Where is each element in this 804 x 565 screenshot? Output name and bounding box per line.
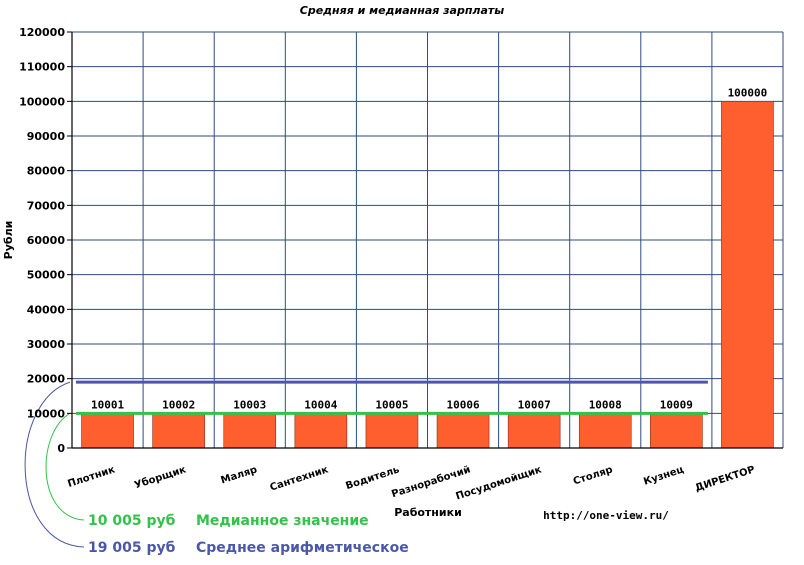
bar [578,413,632,449]
y-tick-label: 30000 [27,338,66,351]
reference-connector [24,381,85,548]
y-tick-label: 10000 [27,407,66,420]
y-tick-label: 20000 [27,373,66,386]
bar [436,413,490,449]
data-label: 10002 [162,398,195,411]
x-tick-label: ДИРЕКТОР [694,464,757,494]
data-label: 10008 [589,398,622,411]
chart-title: Средняя и медианная зарплаты [300,4,505,17]
reference-description: Медианное значение [196,513,369,529]
bar [721,101,774,449]
bar [81,413,134,449]
y-tick-label: 40000 [27,303,66,316]
reference-description: Среднее арифметическое [196,540,409,556]
y-tick-label: 80000 [27,165,66,178]
x-tick-label: Столяр [572,464,614,487]
bar [223,413,277,449]
data-label: 10007 [518,398,551,411]
bar [294,413,348,449]
grid-lines [71,31,784,449]
data-label: 10004 [304,398,337,411]
reference-lines [24,380,708,548]
reference-notes: 10 005 руб Медианное значение 19 005 руб Ср… [88,513,409,556]
y-tick-label: 50000 [27,269,66,282]
bar [507,413,561,449]
y-tick-label: 120000 [19,26,65,39]
y-tick-label: 60000 [27,234,66,247]
x-tick-label: Кузнец [642,464,685,487]
y-axis-label: Рубли [2,221,15,260]
y-tick-label: 90000 [27,130,66,143]
y-tick-label: 70000 [27,199,66,212]
x-tick-label: Плотник [66,464,116,490]
x-axis-label: Работники [394,506,462,519]
data-label: 10009 [660,398,693,411]
x-tick-label: Сантехник [269,464,330,493]
y-tick-label: 100000 [19,95,65,108]
data-label: 10005 [375,398,408,411]
bar [650,413,703,449]
data-label: 10006 [446,398,479,411]
data-label: 10001 [91,398,124,411]
bar [152,413,205,449]
x-tick-label: Уборщик [133,463,188,491]
x-tick-label: Маляр [220,464,259,486]
reference-amount: 19 005 руб [88,540,176,556]
source-url[interactable]: http://one-view.ru/ [543,509,669,522]
x-tick-label: Водитель [344,464,400,492]
y-tick-label: 0 [57,442,65,455]
data-labels: 10001 10002 10003 10004 10005 10006 10007 10008… [91,86,767,411]
y-tick-label: 110000 [19,61,65,74]
bar [365,413,419,449]
bars [81,101,774,449]
data-label: 10003 [233,398,266,411]
y-tick-labels: 0 10000 20000 30000 40000 50000 60000 70000 8000… [19,26,72,455]
reference-amount: 10 005 руб [88,513,176,529]
reference-connector [45,412,85,521]
x-tick-labels: Плотник Уборщик Маляр Сантехник ВодительРазн… [66,463,756,502]
data-label: 100000 [728,86,768,99]
